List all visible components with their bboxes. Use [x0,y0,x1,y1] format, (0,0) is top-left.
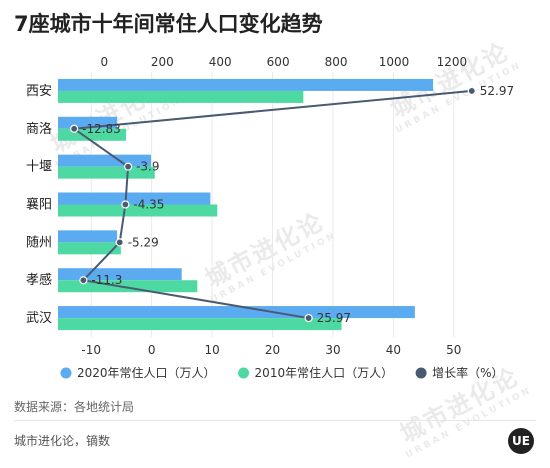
legend-marker [60,367,72,379]
growth-point [70,124,79,133]
top-axis-tick-label: 1000 [379,55,410,69]
growth-data-label: 52.97 [480,84,514,98]
bar-2020 [58,306,415,319]
brand-logo: UE [508,428,534,454]
growth-point [79,276,88,285]
top-axis-tick-label: 200 [151,55,174,69]
chart-area: 0 200 400 600 800 1000 1200 -10 0 10 20 30 40 50 西安商洛十… [26,55,514,380]
bar-2010 [58,318,342,331]
category-label: 商洛 [26,122,52,137]
bar-2020 [58,116,118,129]
growth-point [115,238,124,247]
growth-point [124,162,133,171]
growth-data-label: -3.9 [136,160,159,174]
growth-point [304,313,313,323]
category-label: 十堰 [26,160,52,175]
divider [14,420,536,421]
top-axis-tick-label: 400 [209,55,232,69]
bottom-axis-tick-label: -10 [81,343,101,357]
bar-2020 [58,192,211,205]
bottom-axis-tick-label: 10 [204,343,219,357]
category-label: 襄阳 [26,197,52,213]
legend-label: 2020年常住人口（万人） [77,366,216,380]
growth-data-label: -11.3 [91,273,122,287]
legend-marker [238,367,250,379]
bottom-axis-tick-label: 20 [265,343,280,357]
legend-label: 2010年常住人口（万人） [255,366,394,380]
category-label: 西安 [26,84,52,99]
bar-2020 [58,78,434,91]
legend-label: 增长率（%） [432,365,503,380]
credit: 城市进化论，镝数 [14,434,111,448]
bar-2010 [58,204,218,217]
growth-point [121,200,130,209]
growth-data-label: 25.97 [317,311,351,325]
top-axis-tick-label: 800 [325,55,348,69]
top-axis-tick-label: 1200 [437,55,468,69]
bar-2010 [58,90,304,103]
growth-data-label: -4.35 [133,198,164,212]
bottom-axis-tick-label: 30 [325,343,340,357]
category-label: 武汉 [26,311,52,326]
bottom-axis-tick-label: 0 [148,343,156,357]
category-label: 随州 [26,235,52,250]
bottom-axis-tick-label: 40 [386,343,401,357]
growth-data-label: -12.83 [82,122,121,136]
top-axis-tick-label: 600 [267,55,290,69]
growth-point [467,86,476,96]
data-source: 数据来源：各地统计局 [14,400,135,414]
bottom-axis-tick-label: 50 [446,343,461,357]
category-label: 孝感 [26,272,52,288]
top-axis-tick-label: 0 [101,55,109,69]
bar-2020 [58,230,118,243]
bar-2020 [58,268,182,281]
legend-marker [415,367,427,379]
bar-2010 [58,242,121,255]
growth-data-label: -5.29 [128,235,159,249]
bar-2010 [58,280,198,293]
chart-title: 7座城市十年间常住人口变化趋势 [14,12,323,36]
